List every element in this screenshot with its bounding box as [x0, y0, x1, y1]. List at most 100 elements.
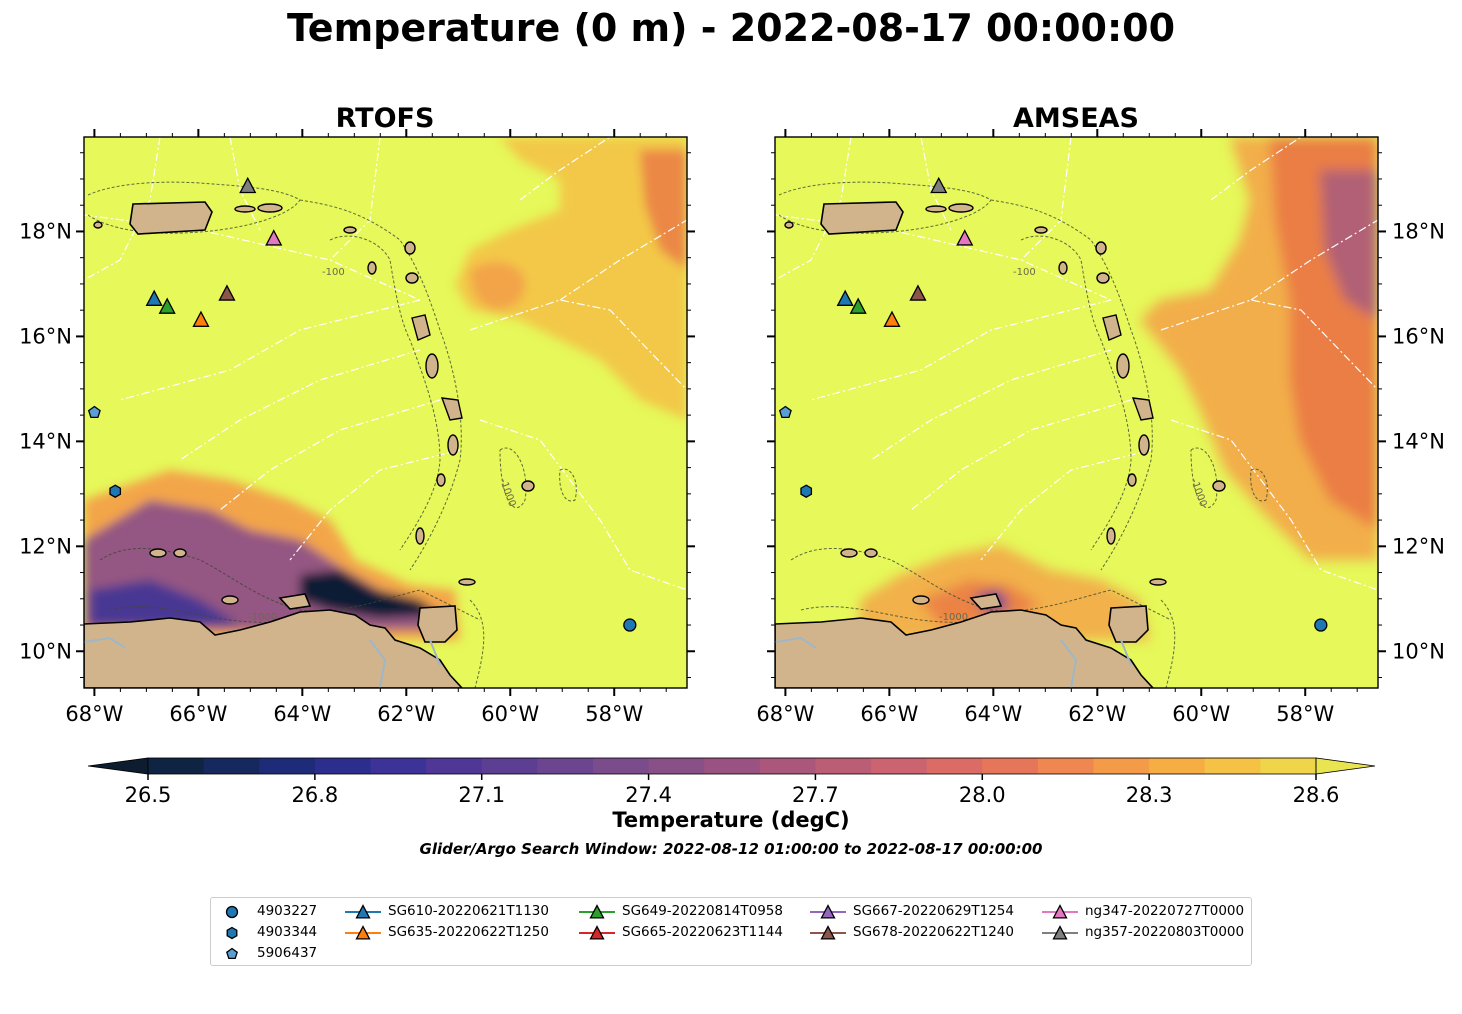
panel-title-amseas: AMSEAS [1013, 103, 1139, 134]
south-america-coast [775, 609, 1155, 688]
trinidad [417, 605, 458, 643]
colorbar-segment [314, 758, 371, 774]
marker-SG678-20220622T1240 [909, 284, 927, 301]
colorbar-tick-label: 28.0 [959, 783, 1006, 807]
marker-5906437 [87, 405, 101, 419]
lesser-antilles [784, 203, 1226, 605]
rivers [84, 636, 441, 688]
legend-swatch [820, 904, 836, 919]
triangle-marker-icon [579, 925, 615, 940]
marker-ng357-20220803T0000 [239, 176, 257, 194]
y-tick-label: 10°N [1392, 639, 1445, 663]
contour-label: -100 [322, 267, 345, 278]
colorbar-segment [704, 758, 761, 774]
panel-title-rtofs: RTOFS [336, 103, 435, 134]
legend-swatch [355, 904, 371, 919]
dark-patch-s [300, 570, 440, 618]
legend-label: 4903344 [257, 924, 318, 940]
marker-SG649-20220814T0958 [158, 297, 176, 314]
isla-margarita [969, 593, 1003, 610]
triangle-marker-icon [345, 925, 381, 940]
warm-patch-ne [455, 137, 687, 420]
colorbar: 26.5 26.8 27.1 27.4 27.7 28.0 28.3 28.6 [87, 757, 1376, 807]
legend-swatch [226, 947, 238, 960]
legend-label: ng347-20220727T0000 [1085, 903, 1245, 919]
marker-SG610-20220621T1130 [836, 289, 854, 306]
triangle-marker-icon [1042, 925, 1078, 940]
legend-swatch [226, 926, 238, 940]
colorbar-segment [926, 758, 983, 774]
temperature-field: -100 -1000 -1000 [775, 137, 1378, 688]
search-window-text: Glider/Argo Search Window: 2022-08-12 01… [419, 840, 1043, 858]
legend-swatch [1052, 925, 1068, 940]
colorbar-segment [871, 758, 928, 774]
y-tick-label: 16°N [19, 324, 72, 348]
legend-label: SG610-20220621T1130 [388, 903, 549, 919]
x-tick-label: 58°W [1276, 702, 1334, 726]
markers-rtofs [87, 176, 637, 632]
eez-boundaries [775, 137, 1378, 591]
contour-label: -100 [1013, 267, 1036, 278]
marker-5906437 [778, 405, 792, 419]
x-tick-label: 68°W [756, 702, 814, 726]
contour-label: -1000 [248, 612, 277, 623]
legend-swatch [355, 925, 371, 940]
landmass [84, 201, 464, 688]
y-tick-label: 18°N [19, 219, 72, 243]
y-tick-label: 12°N [1392, 534, 1445, 558]
trinidad [1108, 605, 1149, 643]
y-tick-label: 12°N [19, 534, 72, 558]
y-tick-label: 16°N [1392, 324, 1445, 348]
colorbar-tick-label: 27.1 [458, 783, 505, 807]
legend-swatch [225, 905, 239, 919]
puerto-rico [129, 201, 213, 235]
legend-swatch [589, 925, 605, 940]
legend-label: SG667-20220629T1254 [853, 903, 1014, 919]
marker-ng347-20220727T0000 [265, 229, 283, 246]
map-panel-rtofs: RTOFS [19, 103, 695, 726]
colorbar-segment [481, 758, 538, 774]
axis-ticks-amseas: 68°W 66°W 64°W 62°W 60°W 58°W 18°N 16°N 14°N 12°N… [756, 129, 1445, 726]
colorbar-segment [148, 758, 205, 774]
legend-swatch [820, 925, 836, 940]
colorbar-segment [259, 758, 316, 774]
x-tick-label: 60°W [1172, 702, 1230, 726]
triangle-marker-icon [810, 904, 846, 919]
colorbar-segments [87, 757, 1376, 775]
x-tick-label: 60°W [481, 702, 539, 726]
legend: 4903227 4903344 5906437 SG610-20220621T1130… [210, 897, 1252, 966]
colorbar-segment [1204, 758, 1261, 774]
figure-title: Temperature (0 m) - 2022-08-17 00:00:00 [286, 6, 1176, 50]
purple-patch-w [90, 580, 240, 625]
axis-ticks-rtofs: 68°W 66°W 64°W 62°W 60°W 58°W 18°N 16°N 14°N 12°N… [19, 129, 695, 726]
x-tick-label: 66°W [860, 702, 918, 726]
legend-label: 4903227 [257, 903, 318, 919]
colorbar-ticks: 26.5 26.8 27.1 27.4 27.7 28.0 28.3 28.6 [125, 774, 1339, 807]
y-tick-label: 18°N [1392, 219, 1445, 243]
circle-marker-icon [225, 905, 239, 919]
colorbar-segment [759, 758, 816, 774]
x-tick-label: 62°W [1068, 702, 1126, 726]
warm-patch-mid [470, 261, 526, 310]
x-tick-label: 58°W [585, 702, 643, 726]
colorbar-frame [147, 757, 1317, 775]
marker-SG635-20220622T1250 [883, 310, 901, 327]
markers-amseas [778, 176, 1328, 632]
marker-SG635-20220622T1250 [192, 310, 210, 327]
y-tick-label: 14°N [1392, 429, 1445, 453]
hexagon-marker-icon [226, 926, 238, 940]
pentagon-marker-icon [226, 947, 238, 960]
marker-4903227 [623, 618, 637, 632]
colorbar-tick-label: 26.8 [291, 783, 338, 807]
marker-4903344 [800, 484, 813, 498]
colorbar-tick-label: 27.7 [792, 783, 839, 807]
legend-label: ng357-20220803T0000 [1085, 924, 1245, 940]
legend-label: SG665-20220623T1144 [622, 924, 783, 940]
marker-ng347-20220727T0000 [956, 229, 974, 246]
colorbar-segment [1037, 758, 1095, 774]
lesser-antilles [93, 203, 535, 605]
marker-SG610-20220621T1130 [145, 289, 163, 306]
marker-SG678-20220622T1240 [218, 284, 236, 301]
colorbar-tick-label: 28.3 [1126, 783, 1173, 807]
y-tick-label: 10°N [19, 639, 72, 663]
